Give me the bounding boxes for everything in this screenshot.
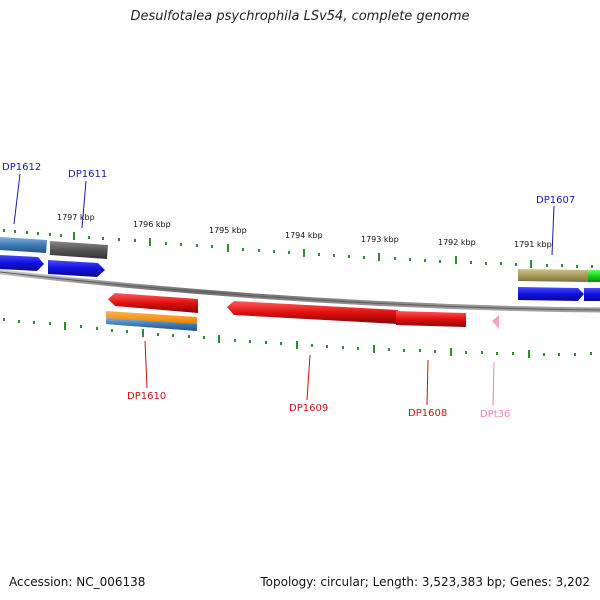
gene-next-bar[interactable] [588, 270, 600, 282]
genome-title: Desulfotalea psychrophila LSv54, complet… [130, 9, 470, 24]
ruler-label-1791: 1791 kbp [514, 240, 552, 249]
ruler-label-1797: 1797 kbp [57, 213, 95, 222]
reverse-track-outer [106, 311, 197, 331]
ruler-label-1796: 1796 kbp [133, 220, 171, 229]
gene-DP1611-arrow[interactable] [48, 260, 105, 277]
leader-DP1612 [13, 173, 21, 225]
inner-ruler-ticks [3, 318, 592, 358]
leader-DP1611 [81, 180, 87, 229]
gene-DPt36-trna[interactable] [492, 315, 499, 329]
label-DP1607[interactable]: DP1607 [536, 195, 575, 206]
gene-DP1612-arrow[interactable] [0, 255, 44, 271]
ruler-label-1795: 1795 kbp [209, 226, 247, 235]
gene-DP1611-bar[interactable] [50, 241, 108, 259]
ruler-label-1793: 1793 kbp [361, 235, 399, 244]
genome-summary-text: Topology: circular; Length: 3,523,383 bp… [260, 575, 590, 589]
gene-DP1608-bar[interactable] [396, 311, 466, 327]
leader-DP1607 [551, 205, 555, 256]
leader-DP1610 [144, 340, 148, 389]
leader-DPt36 [492, 361, 495, 406]
label-DP1612[interactable]: DP1612 [2, 162, 41, 173]
gene-DP1612-bar[interactable] [0, 237, 47, 253]
label-DP1610[interactable]: DP1610 [127, 391, 166, 402]
reverse-track-inner [108, 293, 499, 329]
leader-DP1608 [426, 359, 429, 406]
ruler-label-1794: 1794 kbp [285, 231, 323, 240]
label-leaders [13, 173, 555, 406]
forward-track-inner [0, 255, 600, 301]
gene-DP1607-arrow[interactable] [518, 287, 584, 301]
label-DP1609[interactable]: DP1609 [289, 403, 328, 414]
label-DP1608[interactable]: DP1608 [408, 408, 447, 419]
outer-ruler-ticks [3, 229, 593, 268]
gene-next-arrow[interactable] [584, 288, 600, 301]
label-DP1611[interactable]: DP1611 [68, 169, 107, 180]
ruler-label-1792: 1792 kbp [438, 238, 476, 247]
gene-labels: DP1612 DP1611 DP1607 DP1610 DP1609 DP160… [2, 162, 575, 420]
gene-DP1609-arrow[interactable] [227, 301, 398, 324]
accession-text: Accession: NC_006138 [9, 575, 146, 589]
gene-DP1610-arrow[interactable] [108, 293, 198, 313]
ruler-labels: 1797 kbp 1796 kbp 1795 kbp 1794 kbp 1793… [57, 213, 552, 249]
label-DPt36[interactable]: DPt36 [480, 409, 510, 420]
leader-DP1609 [306, 354, 311, 401]
gene-DP1607-bar[interactable] [518, 269, 588, 282]
forward-track-outer [0, 237, 600, 282]
genome-backbone [0, 269, 600, 313]
